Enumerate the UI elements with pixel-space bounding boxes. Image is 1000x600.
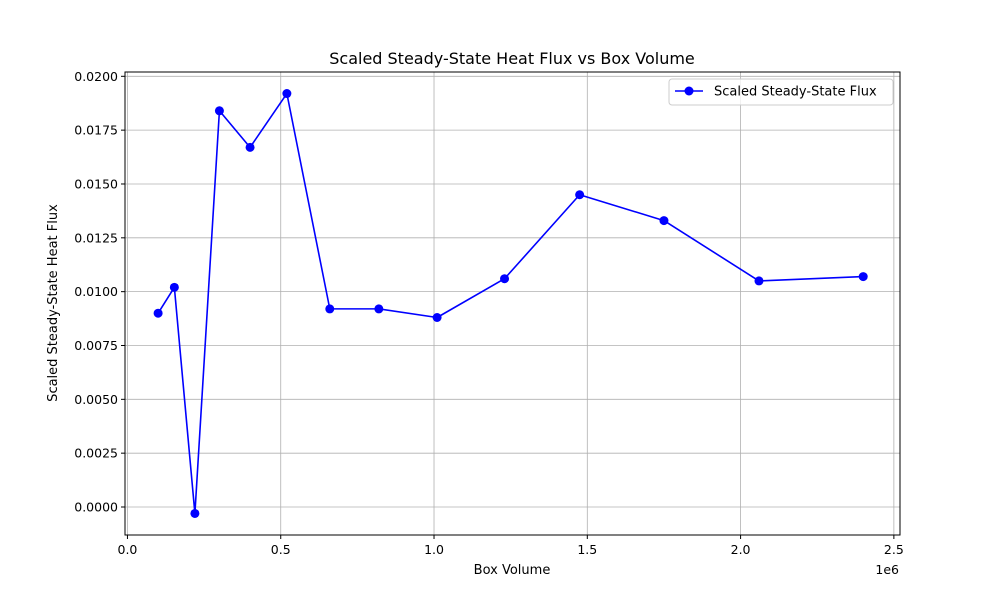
data-point [190,508,200,518]
x-axis-label: Box Volume [474,563,551,578]
plot-area [153,89,868,518]
y-tick-label: 0.0025 [74,446,118,461]
y-axis-label: Scaled Steady-State Heat Flux [46,204,61,402]
y-tick-label: 0.0200 [74,69,118,84]
data-point [282,89,292,99]
y-tick-label: 0.0075 [74,338,118,353]
y-tick-label: 0.0125 [74,230,118,245]
data-point [374,304,384,314]
axes-frame [124,71,901,536]
legend-marker-swatch [684,86,694,96]
series-line [157,92,864,515]
data-point [245,142,255,152]
y-tick-label: 0.0100 [74,284,118,299]
y-tick-label: 0.0000 [74,500,118,515]
x-tick-label: 0.5 [271,542,291,557]
data-point [169,282,179,292]
data-point [153,308,163,318]
y-tick-label: 0.0175 [74,123,118,138]
x-axis-offset-label: 1e6 [875,562,899,577]
grid [125,72,900,535]
x-tick-label: 1.0 [424,542,444,557]
data-point [214,106,224,116]
x-tick-label: 0.0 [118,542,138,557]
chart-title: Scaled Steady-State Heat Flux vs Box Vol… [329,49,695,68]
y-axis-ticks: 0.0000 0.0025 0.0050 0.0075 0.0100 0.0125 0.01… [74,69,125,515]
x-tick-label: 1.5 [577,542,597,557]
x-tick-label: 2.0 [731,542,751,557]
x-axis-ticks: 0.0 0.5 1.0 1.5 2.0 2.5 [118,535,904,557]
data-point [575,190,585,200]
data-point [500,274,510,284]
data-point [754,276,764,286]
y-tick-label: 0.0050 [74,392,118,407]
legend-entry-label: Scaled Steady-State Flux [714,85,877,100]
data-point [659,216,669,226]
legend: Scaled Steady-State Flux [668,78,894,106]
data-point [325,304,335,314]
data-point [858,272,868,282]
x-tick-label: 2.5 [884,542,904,557]
y-tick-label: 0.0150 [74,176,118,191]
data-point [432,312,442,322]
legend-box [668,78,894,106]
